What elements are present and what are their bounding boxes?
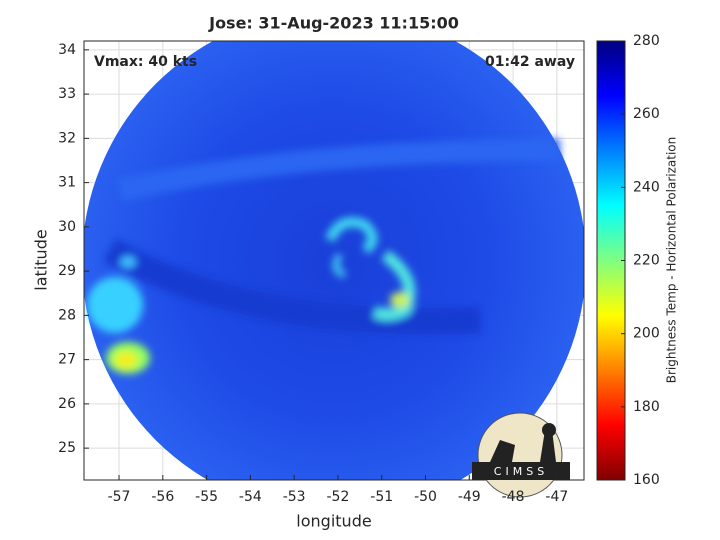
x-tick-label: -50 bbox=[414, 489, 437, 505]
y-axis-label: latitude bbox=[32, 229, 51, 290]
x-tick-label: -47 bbox=[545, 489, 568, 505]
x-axis-label: longitude bbox=[296, 512, 371, 531]
colorbar-tick-label: 220 bbox=[633, 253, 660, 269]
colorbar-tick-label: 260 bbox=[633, 106, 660, 122]
y-tick-label: 30 bbox=[58, 219, 76, 235]
x-tick-label: -52 bbox=[327, 489, 350, 505]
y-tick-label: 33 bbox=[58, 86, 76, 102]
logo: CIMSS bbox=[472, 412, 570, 498]
annotation: Vmax: 40 kts bbox=[94, 54, 197, 70]
logo-text: CIMSS bbox=[494, 465, 548, 478]
x-tick-label: -56 bbox=[151, 489, 174, 505]
plot-frame bbox=[83, 40, 585, 481]
x-tick-label: -48 bbox=[502, 489, 525, 505]
colorbar-tick-label: 280 bbox=[633, 33, 660, 49]
colorbar-tick-label: 240 bbox=[633, 179, 660, 195]
swath bbox=[84, 41, 584, 480]
y-tick-label: 27 bbox=[58, 352, 76, 368]
y-tick-label: 26 bbox=[58, 396, 76, 412]
chart-title: Jose: 31-Aug-2023 11:15:00 bbox=[208, 14, 459, 33]
y-tick-label: 32 bbox=[58, 130, 76, 146]
x-tick-label: -55 bbox=[195, 489, 218, 505]
colorbar-tick-label: 200 bbox=[633, 326, 660, 342]
y-tick-label: 28 bbox=[58, 307, 76, 323]
x-tick-label: -54 bbox=[239, 489, 262, 505]
x-tick-label: -51 bbox=[370, 489, 393, 505]
colorbar bbox=[596, 40, 626, 481]
x-tick-label: -49 bbox=[458, 489, 481, 505]
colorbar-tick-label: 160 bbox=[633, 472, 660, 488]
x-tick-label: -53 bbox=[283, 489, 306, 505]
colorbar-label: Brightness Temp - Horizontal Polarizatio… bbox=[665, 137, 679, 384]
y-tick-label: 31 bbox=[58, 175, 76, 191]
y-tick-label: 25 bbox=[58, 440, 76, 456]
annotation: 01:42 away bbox=[485, 54, 575, 70]
y-tick-label: 29 bbox=[58, 263, 76, 279]
swath-features bbox=[87, 139, 561, 374]
x-tick-label: -57 bbox=[108, 489, 131, 505]
colorbar-tick-label: 180 bbox=[633, 399, 660, 415]
y-tick-label: 34 bbox=[58, 42, 76, 58]
